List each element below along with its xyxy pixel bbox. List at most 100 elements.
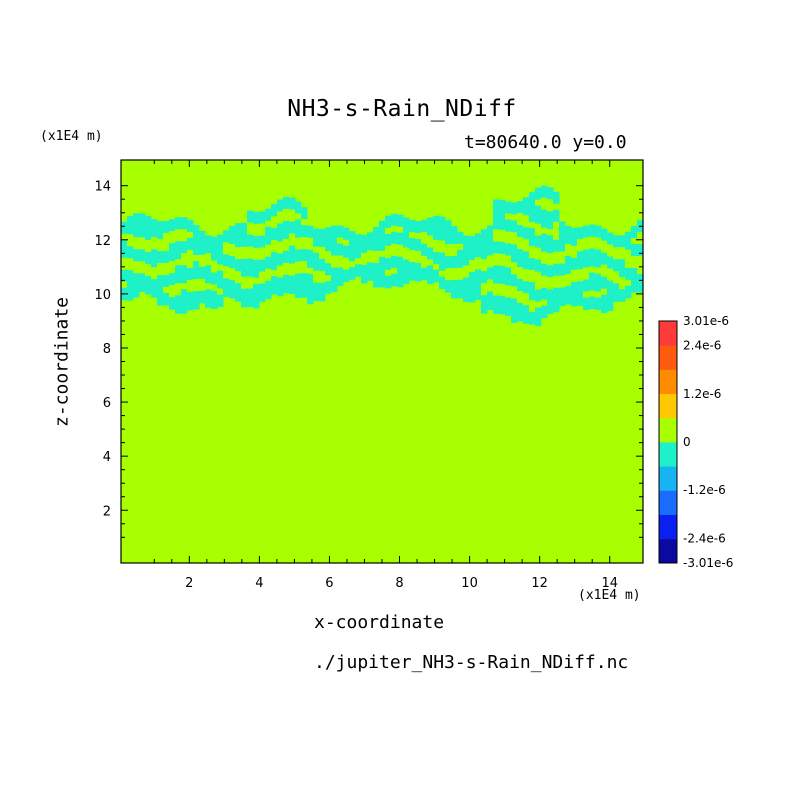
field-cell bbox=[577, 239, 584, 246]
field-cell bbox=[529, 264, 536, 271]
field-cell bbox=[439, 228, 446, 236]
field-cell bbox=[253, 271, 260, 279]
field-cell bbox=[127, 282, 134, 289]
field-cell bbox=[157, 287, 164, 294]
x-tick-label: 8 bbox=[395, 576, 403, 591]
field-cell bbox=[241, 246, 248, 254]
field-cell bbox=[499, 235, 506, 243]
field-cell bbox=[583, 273, 590, 281]
field-cell bbox=[439, 222, 446, 230]
field-cell bbox=[421, 243, 428, 251]
field-cell bbox=[565, 291, 572, 299]
field-cell bbox=[247, 300, 254, 308]
field-cell bbox=[535, 247, 542, 255]
field-cell bbox=[205, 295, 212, 302]
field-cell bbox=[289, 227, 296, 235]
field-cell bbox=[265, 232, 272, 240]
field-cell bbox=[505, 303, 512, 310]
field-cell bbox=[283, 256, 290, 264]
field-cell bbox=[313, 240, 320, 248]
field-cell bbox=[325, 257, 332, 264]
field-cell bbox=[169, 285, 176, 292]
field-cell bbox=[487, 231, 494, 238]
field-cell bbox=[511, 214, 518, 221]
field-cell bbox=[553, 281, 560, 289]
field-cell bbox=[223, 242, 230, 249]
field-cell bbox=[439, 282, 446, 290]
field-cell bbox=[193, 231, 200, 238]
field-cell bbox=[193, 279, 200, 286]
field-cell bbox=[451, 243, 458, 251]
field-cell bbox=[235, 229, 242, 236]
field-cell bbox=[511, 250, 518, 257]
field-cell bbox=[175, 289, 182, 296]
field-cell bbox=[331, 279, 338, 287]
field-cell bbox=[211, 266, 218, 274]
field-cell bbox=[385, 215, 392, 223]
field-cell bbox=[289, 239, 296, 247]
field-cell bbox=[559, 239, 566, 247]
field-cell bbox=[535, 199, 542, 207]
field-cell bbox=[481, 253, 488, 260]
field-cell bbox=[559, 299, 566, 307]
field-cell bbox=[271, 282, 278, 289]
field-cell bbox=[163, 256, 170, 264]
field-cell bbox=[127, 240, 134, 247]
field-cell bbox=[439, 276, 446, 284]
field-cell bbox=[157, 239, 164, 246]
field-cell bbox=[463, 241, 470, 249]
field-cell bbox=[577, 233, 584, 240]
field-cell bbox=[277, 253, 284, 260]
field-cell bbox=[535, 253, 542, 261]
field-cell bbox=[169, 219, 176, 226]
field-cell bbox=[577, 269, 584, 276]
field-cell bbox=[211, 284, 218, 292]
field-cell bbox=[151, 267, 158, 274]
field-cell bbox=[631, 286, 638, 293]
field-cell bbox=[505, 267, 512, 274]
field-cell bbox=[145, 221, 152, 229]
field-cell bbox=[295, 273, 302, 280]
field-cell bbox=[133, 261, 140, 268]
field-cell bbox=[139, 279, 146, 286]
field-cell bbox=[499, 247, 506, 255]
field-cell bbox=[523, 263, 530, 270]
field-cell bbox=[439, 264, 446, 272]
field-cell bbox=[289, 233, 296, 241]
field-cell bbox=[199, 248, 206, 256]
field-cell bbox=[157, 293, 164, 300]
field-cell bbox=[259, 283, 266, 291]
field-cell bbox=[151, 273, 158, 280]
field-cell bbox=[601, 294, 608, 302]
field-cell bbox=[229, 261, 236, 269]
field-cell bbox=[283, 280, 290, 288]
field-cell bbox=[247, 288, 254, 296]
field-cell bbox=[319, 258, 326, 266]
field-cell bbox=[637, 244, 644, 251]
field-cell bbox=[601, 282, 608, 290]
field-cell bbox=[223, 230, 230, 237]
y-tick-label: 14 bbox=[94, 180, 111, 195]
field-cell bbox=[487, 243, 494, 250]
field-cell bbox=[337, 267, 344, 275]
field-cell bbox=[553, 191, 560, 199]
field-cell bbox=[127, 270, 134, 277]
field-cell bbox=[295, 207, 302, 214]
field-cell bbox=[145, 269, 152, 277]
field-cell bbox=[151, 231, 158, 238]
field-cell bbox=[409, 274, 416, 281]
field-cell bbox=[469, 295, 476, 303]
field-cell bbox=[349, 231, 356, 238]
field-cell bbox=[385, 275, 392, 283]
field-cell bbox=[577, 287, 584, 294]
field-cell bbox=[373, 239, 380, 246]
field-cell bbox=[247, 276, 254, 284]
field-cell bbox=[385, 251, 392, 259]
field-cell bbox=[469, 241, 476, 249]
plot-axes: 2 4 6 8 10 12 14 2 4 6 8 10 12 14 bbox=[94, 159, 644, 591]
field-cell bbox=[181, 217, 188, 224]
field-cell bbox=[481, 307, 488, 314]
field-cell bbox=[493, 283, 500, 290]
field-cell bbox=[121, 251, 128, 259]
field-cell bbox=[301, 261, 308, 268]
